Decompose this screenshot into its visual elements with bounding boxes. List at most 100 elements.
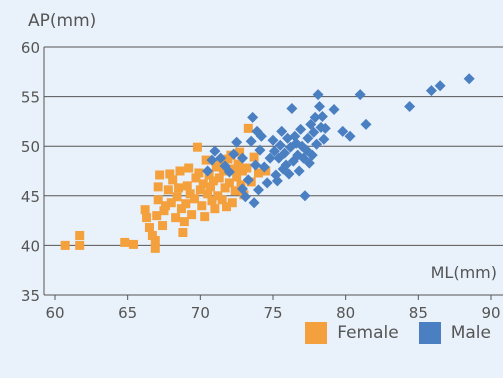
male-point bbox=[312, 89, 324, 101]
female-point bbox=[210, 204, 220, 214]
female-point bbox=[152, 211, 162, 221]
y-tick-label: 50 bbox=[21, 138, 40, 156]
female-point bbox=[233, 159, 243, 169]
male-point bbox=[231, 136, 243, 148]
female-point bbox=[174, 183, 184, 193]
legend-item-female: Female bbox=[305, 322, 399, 344]
female-point bbox=[217, 195, 227, 205]
female-point bbox=[166, 198, 176, 208]
male-point bbox=[258, 161, 270, 173]
legend-swatch-female bbox=[305, 322, 328, 344]
male-point bbox=[280, 159, 292, 171]
male-point bbox=[252, 184, 264, 196]
female-point bbox=[195, 185, 205, 195]
female-point bbox=[219, 166, 229, 176]
male-point bbox=[311, 138, 323, 150]
male-point bbox=[286, 103, 298, 115]
x-tick-label: 85 bbox=[409, 304, 428, 322]
male-point bbox=[215, 152, 227, 164]
female-point bbox=[75, 240, 85, 250]
female-point bbox=[163, 185, 173, 195]
male-point bbox=[242, 174, 254, 186]
female-point bbox=[214, 173, 224, 183]
male-point bbox=[295, 123, 307, 135]
female-point bbox=[147, 230, 157, 240]
female-point bbox=[230, 186, 240, 196]
male-point bbox=[318, 133, 330, 145]
female-point bbox=[235, 147, 245, 157]
female-point bbox=[158, 221, 168, 231]
male-point bbox=[245, 135, 257, 147]
female-point bbox=[120, 237, 130, 247]
female-point bbox=[191, 173, 201, 183]
male-point bbox=[247, 111, 259, 123]
female-point bbox=[221, 202, 231, 212]
male-point bbox=[314, 101, 326, 113]
y-tick-label: 45 bbox=[21, 188, 40, 206]
x-tick-label: 70 bbox=[191, 304, 210, 322]
legend-swatch-male bbox=[418, 322, 441, 344]
y-axis-title: AP(mm) bbox=[28, 11, 96, 31]
female-point bbox=[160, 201, 170, 211]
x-tick-label: 65 bbox=[118, 304, 137, 322]
female-point bbox=[185, 189, 195, 199]
axis-labels: 35 40 45 50 55 60 60 65 70 75 80 85 90 AP(mm) ML(mm) bbox=[21, 11, 501, 322]
female-point bbox=[192, 142, 202, 152]
male-point bbox=[228, 148, 240, 160]
male-point bbox=[271, 175, 283, 187]
male-point bbox=[264, 152, 276, 164]
male-point bbox=[302, 132, 314, 144]
female-point bbox=[243, 123, 253, 133]
female-point bbox=[227, 198, 237, 208]
female-point bbox=[150, 243, 160, 253]
male-point bbox=[248, 197, 260, 209]
female-point bbox=[182, 181, 192, 191]
female-point bbox=[253, 168, 263, 178]
x-tick-label: 90 bbox=[481, 304, 500, 322]
female-point bbox=[206, 182, 216, 192]
male-point bbox=[319, 122, 331, 134]
female-point bbox=[229, 164, 239, 174]
female-point bbox=[150, 235, 160, 245]
female-point bbox=[128, 239, 138, 249]
female-point bbox=[142, 213, 152, 223]
female-point bbox=[165, 169, 175, 179]
female-point bbox=[176, 204, 186, 214]
male-point bbox=[261, 177, 273, 189]
x-tick-label: 75 bbox=[263, 304, 282, 322]
male-point bbox=[202, 165, 214, 177]
female-point bbox=[190, 194, 200, 204]
male-point bbox=[308, 126, 320, 138]
x-axis-title: ML(mm) bbox=[431, 263, 497, 282]
female-point bbox=[220, 183, 230, 193]
y-tick-label: 60 bbox=[21, 39, 40, 57]
legend-label-female: Female bbox=[337, 323, 399, 343]
female-point bbox=[208, 176, 218, 186]
female-point bbox=[201, 155, 211, 165]
female-point bbox=[168, 175, 178, 185]
male-point bbox=[279, 147, 291, 159]
male-point bbox=[239, 191, 251, 203]
data-points bbox=[60, 73, 475, 253]
legend-item-male: Male bbox=[418, 322, 491, 344]
female-point bbox=[249, 152, 259, 162]
female-point bbox=[200, 212, 210, 222]
grid-lines bbox=[44, 46, 503, 246]
female-point bbox=[203, 189, 213, 199]
male-point bbox=[425, 85, 437, 97]
male-point bbox=[236, 152, 248, 164]
male-point bbox=[404, 101, 416, 113]
female-point bbox=[197, 201, 207, 211]
male-point bbox=[309, 111, 321, 123]
male-point bbox=[267, 134, 279, 146]
female-point bbox=[155, 170, 165, 180]
female-point bbox=[224, 178, 234, 188]
female-point bbox=[140, 205, 150, 215]
male-point bbox=[276, 125, 288, 137]
male-point bbox=[305, 118, 317, 130]
male-point bbox=[206, 154, 218, 166]
male-point bbox=[255, 130, 267, 142]
male-point bbox=[360, 118, 372, 130]
male-point bbox=[283, 168, 295, 180]
female-point bbox=[172, 192, 182, 202]
